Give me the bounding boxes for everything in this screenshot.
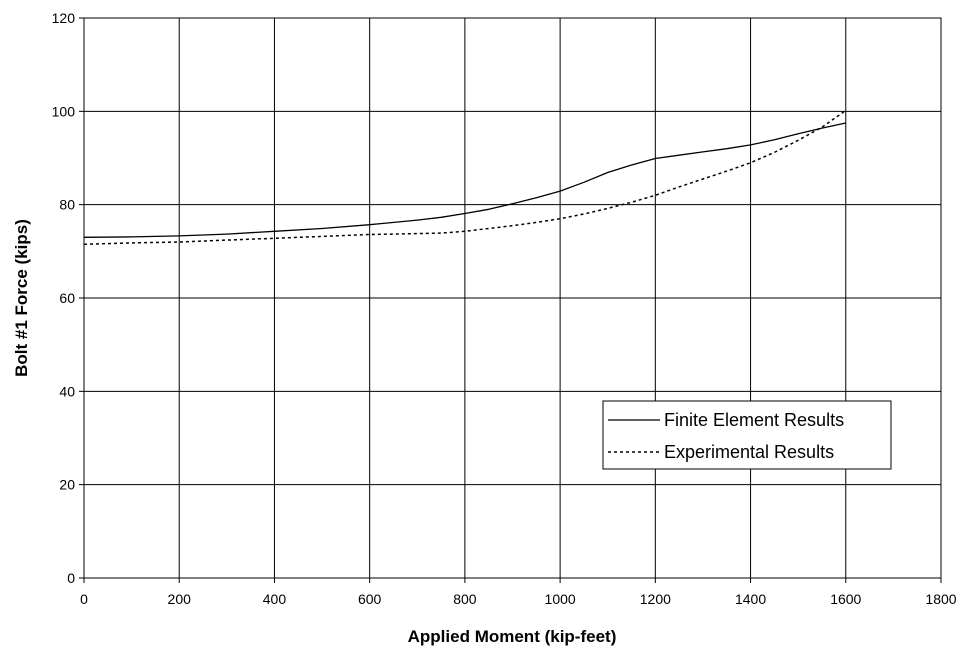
- series-line-experimental: [83, 109, 847, 246]
- y-axis-title: Bolt #1 Force (kips): [12, 219, 31, 377]
- x-tick-label: 200: [168, 591, 192, 607]
- y-tick-label: 0: [67, 570, 75, 586]
- y-tick-labels: 0 20 40 60 80 100 120: [52, 10, 76, 586]
- y-tick-label: 20: [59, 477, 75, 493]
- x-axis-title: Applied Moment (kip-feet): [408, 627, 617, 646]
- x-tick-label: 1200: [640, 591, 671, 607]
- x-tick-label: 1800: [925, 591, 956, 607]
- y-tick-label: 80: [59, 197, 75, 213]
- legend-label-experimental: Experimental Results: [664, 442, 834, 462]
- legend: Finite Element Results Experimental Resu…: [602, 400, 892, 470]
- x-tick-labels: 0 200 400 600 800 1000 1200 1400 1600 1800: [80, 591, 957, 607]
- x-tick-label: 1400: [735, 591, 766, 607]
- x-tick-label: 1600: [830, 591, 861, 607]
- x-tick-label: 600: [358, 591, 382, 607]
- y-tick-label: 40: [59, 383, 75, 399]
- y-tick-label: 100: [52, 103, 76, 119]
- legend-label-finite-element: Finite Element Results: [664, 410, 844, 430]
- x-tick-label: 1000: [545, 591, 576, 607]
- x-tick-label: 400: [263, 591, 287, 607]
- legend-box: [602, 400, 892, 470]
- y-tick-label: 120: [52, 10, 76, 26]
- x-tick-label: 0: [80, 591, 88, 607]
- gridlines: [79, 17, 942, 583]
- series-lines: [83, 109, 847, 246]
- x-tick-label: 800: [453, 591, 477, 607]
- series-line-finite-element: [83, 122, 846, 238]
- y-tick-label: 60: [59, 290, 75, 306]
